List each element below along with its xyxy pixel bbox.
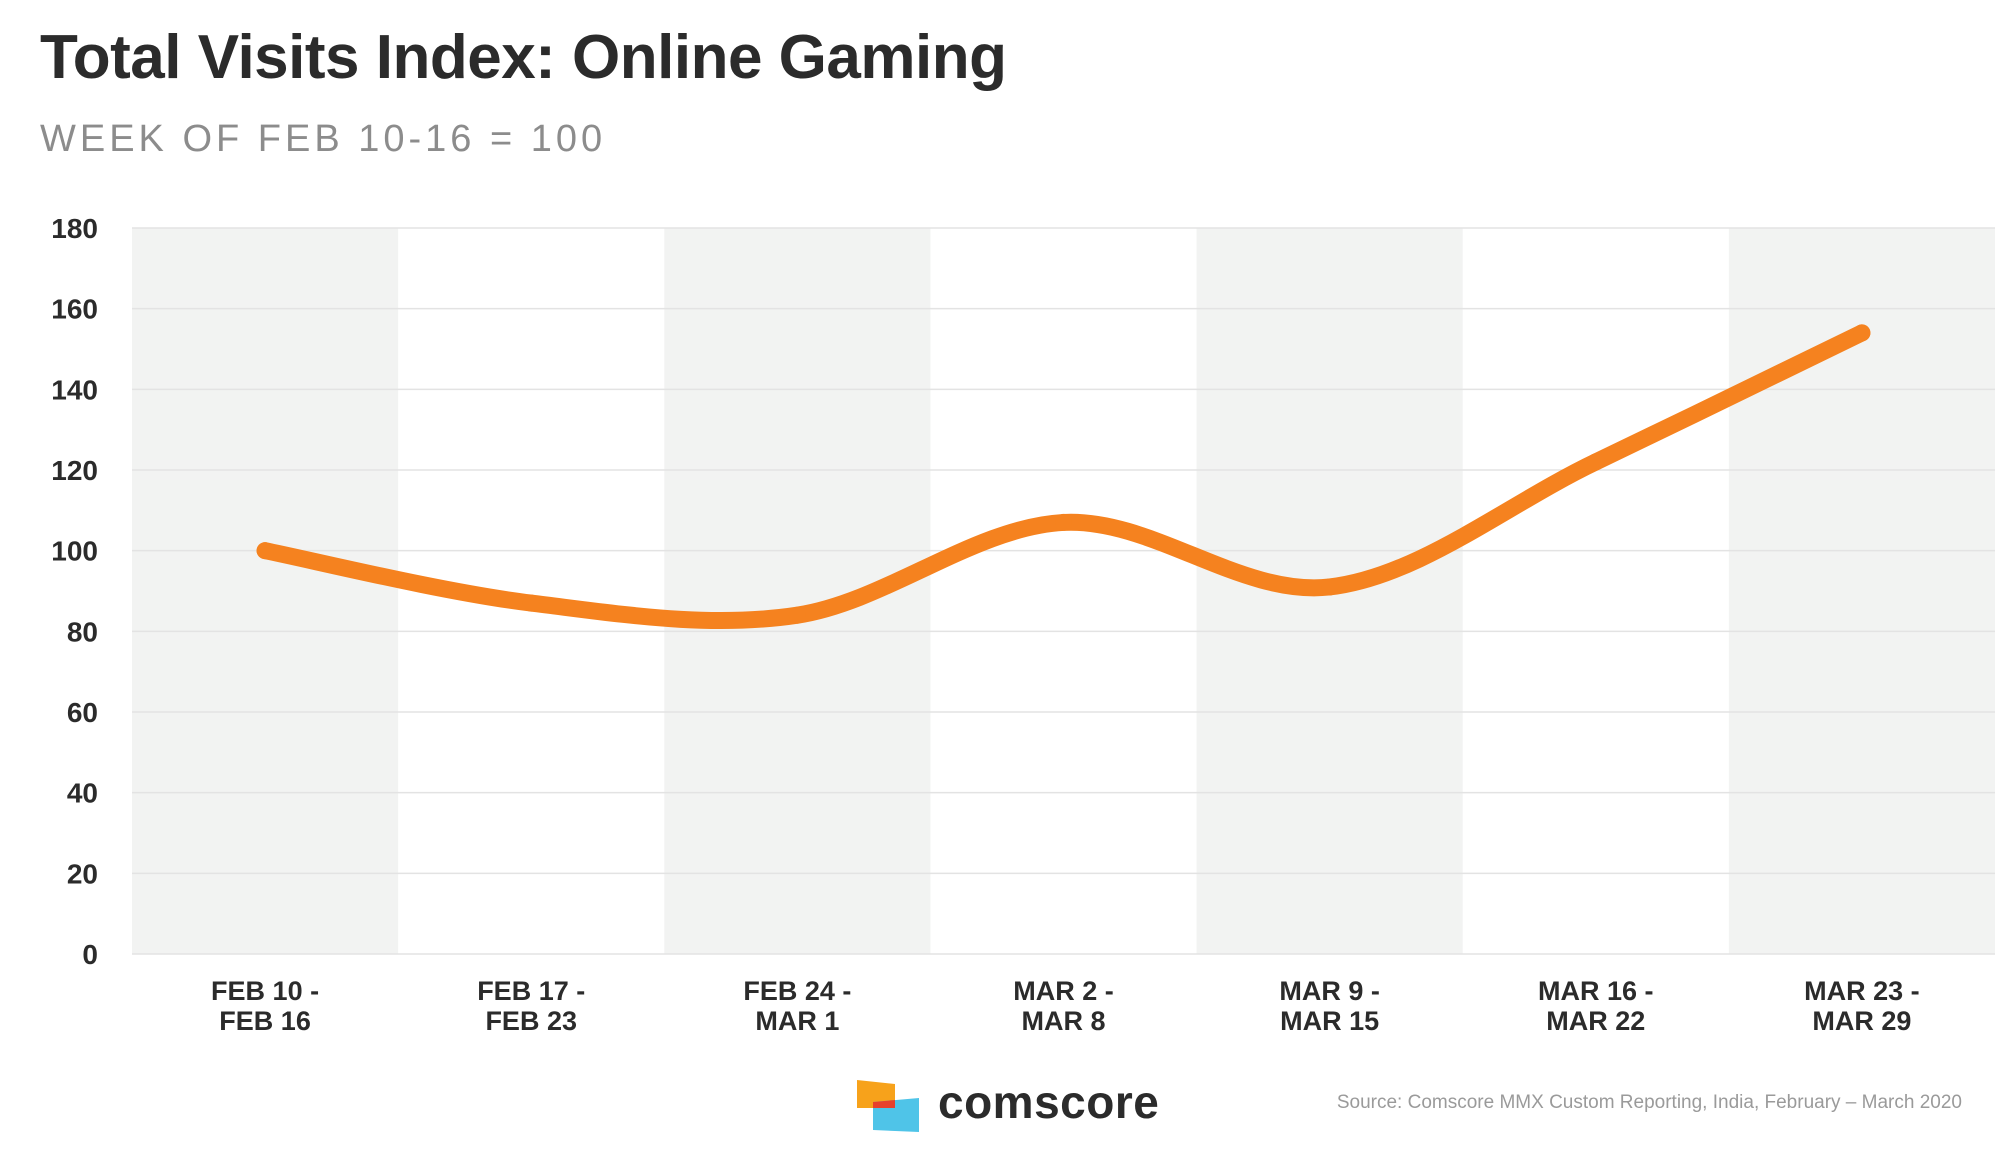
source-note: Source: Comscore MMX Custom Reporting, I… [1336, 1092, 1962, 1113]
data-point [788, 606, 806, 624]
y-tick-label: 0 [82, 939, 98, 970]
y-tick-label: 40 [67, 778, 98, 809]
x-tick-label: MAR 9 - [1279, 976, 1380, 1006]
x-tick-label: MAR 23 - [1804, 976, 1920, 1006]
data-point [1321, 578, 1339, 596]
x-tick-label: FEB 10 - [211, 976, 319, 1006]
chart-title: Total Visits Index: Online Gaming [40, 23, 1007, 92]
brand-name: comscore [938, 1076, 1160, 1128]
data-point [1587, 453, 1605, 471]
x-tick-label: MAR 1 [755, 1006, 839, 1036]
category-band [1728, 228, 1995, 954]
x-tick-label: MAR 16 - [1538, 976, 1654, 1006]
x-tick-label: MAR 8 [1021, 1006, 1105, 1036]
x-tick-label: FEB 23 [485, 1006, 577, 1036]
x-tick-label: FEB 17 - [477, 976, 585, 1006]
y-tick-label: 20 [67, 858, 98, 889]
x-tick-label: MAR 22 [1546, 1006, 1645, 1036]
x-tick-label: FEB 24 - [743, 976, 851, 1006]
data-point [1055, 513, 1072, 531]
y-tick-label: 80 [67, 616, 98, 647]
series-line [256, 324, 1871, 630]
x-tick-label: MAR 15 [1280, 1006, 1379, 1036]
chart-subtitle: WEEK OF FEB 10-16 = 100 [40, 118, 607, 160]
data-point [522, 594, 540, 612]
y-tick-label: 160 [51, 294, 98, 325]
x-tick-label: MAR 2 - [1013, 976, 1114, 1006]
comscore-logo-icon [857, 1080, 919, 1132]
y-tick-label: 100 [51, 536, 98, 567]
x-tick-label: FEB 16 [219, 1006, 311, 1036]
x-tick-label: MAR 29 [1812, 1006, 1911, 1036]
data-point [256, 542, 274, 560]
y-tick-label: 140 [51, 374, 98, 405]
data-point [1853, 324, 1871, 342]
y-tick-label: 60 [67, 697, 98, 728]
line-chart: 0 20 40 60 80 100 120 140 160 180 FEB 10 -FEB 16 FE… [51, 213, 1995, 1036]
y-tick-label: 120 [51, 455, 98, 486]
y-tick-label: 180 [51, 213, 98, 244]
category-band [132, 228, 399, 954]
